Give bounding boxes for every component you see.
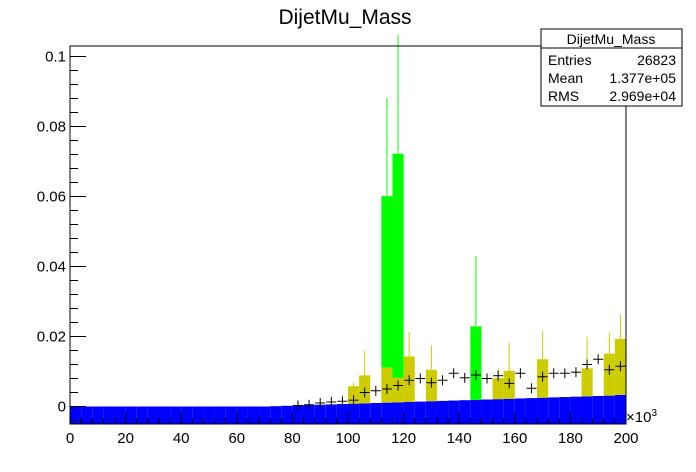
- bar-s0-x132: [436, 400, 449, 424]
- bar-s0-x192: [603, 395, 615, 424]
- x-tick-label: 0: [66, 430, 74, 447]
- bar-s0-x24: [136, 406, 148, 424]
- stats-mean-value: 1.377e+05: [609, 70, 676, 86]
- bar-s0-x160: [514, 398, 526, 424]
- bar-s0-x12: [103, 406, 115, 424]
- stats-entries-value: 26823: [637, 52, 676, 68]
- bar-s0-x144: [470, 399, 482, 424]
- bar-s0-x116: [392, 402, 404, 424]
- bar-s0-x108: [370, 403, 382, 424]
- stats-rms-label: RMS: [548, 88, 579, 104]
- bar-s0-x104: [359, 403, 371, 424]
- x-tick-label: 120: [391, 430, 416, 447]
- y-tick-label: 0.02: [37, 329, 66, 346]
- bar-s0-x36: [170, 406, 182, 424]
- bar-s0-x96: [336, 404, 348, 424]
- stats-mean-label: Mean: [548, 70, 583, 86]
- bar-s0-x56: [225, 406, 237, 424]
- bar-s0-x80: [292, 405, 304, 424]
- y-tick-label: 0.08: [37, 119, 66, 136]
- bar-s0-x124: [414, 401, 426, 424]
- bar-s2-x116: [392, 153, 404, 378]
- x-tick-label: 200: [613, 430, 638, 447]
- bar-s0-x72: [270, 406, 282, 424]
- bar-s0-x92: [325, 404, 337, 424]
- bar-s2-x112: [381, 196, 393, 368]
- x-exponent-label: ×103: [626, 408, 657, 426]
- x-tick-label: 140: [447, 430, 472, 447]
- x-tick-label: 100: [335, 430, 360, 447]
- bar-s0-x64: [247, 406, 260, 424]
- bar-s0-x68: [259, 406, 271, 424]
- bar-s0-x188: [592, 396, 604, 424]
- x-tick-label: 160: [502, 430, 527, 447]
- bar-s0-x168: [537, 397, 549, 424]
- bar-s0-x52: [214, 406, 226, 424]
- bar-s0-x20: [125, 406, 137, 424]
- bar-s0-x28: [147, 406, 159, 424]
- bar-s0-x136: [448, 400, 460, 424]
- x-tick-label: 60: [228, 430, 245, 447]
- y-tick-label: 0.06: [37, 189, 66, 206]
- bar-s0-x88: [314, 404, 326, 424]
- bar-s0-x152: [492, 399, 504, 424]
- y-tick-label: 0.04: [37, 259, 66, 276]
- y-tick-label: 0.1: [45, 49, 66, 66]
- stats-title: DijetMu_Mass: [567, 31, 656, 47]
- x-axis: 0 20 40 60 80 100 120 140 160 180 200: [66, 412, 639, 447]
- bar-s0-x164: [525, 398, 538, 424]
- bar-s0-x196: [614, 394, 626, 424]
- bar-s0-x0: [70, 406, 82, 424]
- bar-s0-x84: [303, 405, 315, 424]
- x-tick-label: 80: [284, 430, 301, 447]
- bar-s1-x184: [581, 368, 593, 397]
- chart-title: DijetMu_Mass: [278, 6, 411, 29]
- x-tick-label: 180: [558, 430, 583, 447]
- bar-s0-x120: [403, 401, 415, 424]
- stats-box-frame: [540, 28, 683, 107]
- bar-s0-x44: [192, 406, 204, 424]
- bar-s0-x112: [381, 402, 393, 424]
- bar-s0-x172: [548, 397, 560, 424]
- bar-s0-x40: [181, 406, 193, 424]
- bar-s0-x156: [503, 398, 515, 424]
- x-tick-label: 40: [173, 430, 190, 447]
- x-tick-label: 20: [117, 430, 134, 447]
- stats-rms-value: 2.969e+04: [609, 88, 676, 104]
- bar-s0-x4: [81, 406, 93, 424]
- stats-entries-label: Entries: [548, 52, 592, 68]
- bar-s0-x128: [425, 401, 437, 424]
- bar-s0-x16: [114, 406, 126, 424]
- bar-s0-x176: [559, 397, 571, 424]
- stats-box: DijetMu_Mass Entries 26823 Mean 1.377e+0…: [540, 28, 683, 107]
- data-markers: [292, 354, 626, 411]
- bar-s0-x180: [570, 396, 582, 424]
- y-tick-label: 0: [58, 399, 66, 416]
- bar-s0-x48: [203, 406, 215, 424]
- y-axis: 0 0.02 0.04 0.06 0.08 0.1: [37, 49, 86, 421]
- bar-s0-x100: [348, 403, 360, 424]
- bar-s0-x8: [92, 406, 104, 424]
- bar-s1-x152: [492, 378, 504, 400]
- bar-s0-x184: [581, 396, 593, 424]
- bar-s2-x144: [470, 326, 482, 400]
- bar-s1-x100: [348, 386, 360, 404]
- bar-s0-x60: [236, 406, 248, 424]
- bar-s0-x76: [281, 405, 293, 424]
- bar-s0-x148: [481, 399, 493, 424]
- bar-s0-x140: [459, 400, 471, 424]
- bar-s0-x32: [158, 406, 171, 424]
